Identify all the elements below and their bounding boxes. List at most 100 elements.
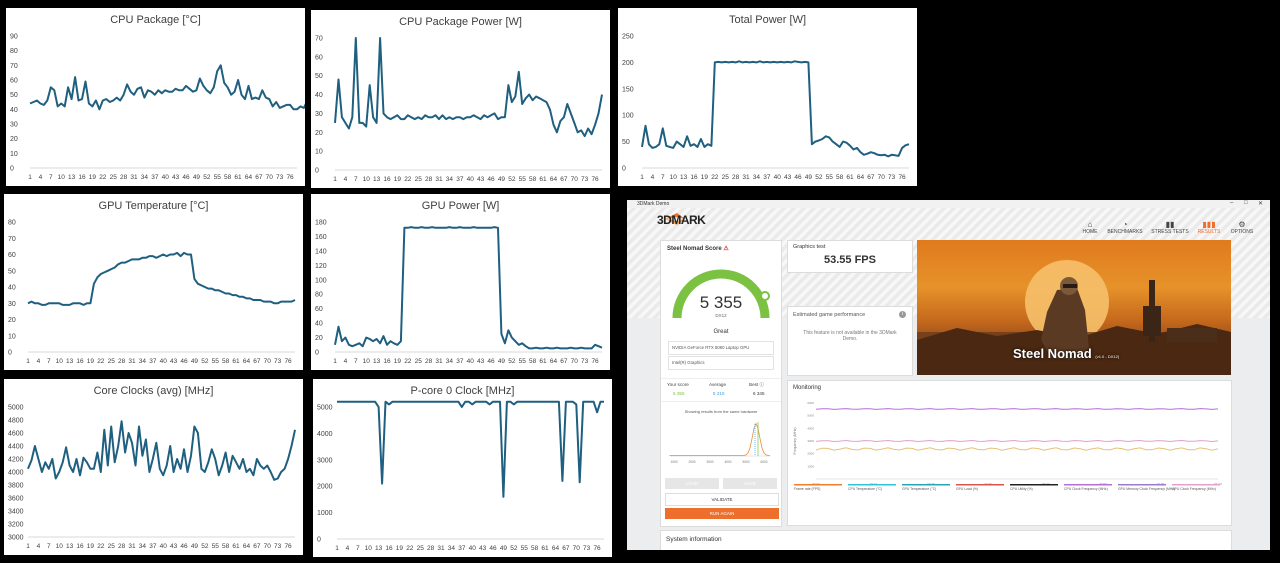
y-tick-label: 4400	[8, 444, 24, 451]
x-tick-label: 49	[498, 176, 506, 183]
y-tick-label: 30	[8, 301, 16, 308]
x-tick-label: 40	[162, 174, 170, 181]
y-tick-label: 50	[8, 268, 16, 275]
x-tick-label: 16	[383, 358, 391, 365]
score-api: DX12	[715, 313, 727, 318]
series-line	[27, 251, 296, 306]
y-tick-label: 2000	[317, 484, 333, 491]
x-tick-label: 52	[508, 176, 516, 183]
x-tick-label: 19	[396, 545, 404, 552]
monitoring-panel: Monitoring Frequency (MHz) 1000 2000 3000 40…	[787, 380, 1232, 526]
x-tick-label: 73	[274, 358, 282, 365]
x-tick-label: 70	[264, 543, 272, 550]
x-tick-label: 64	[243, 358, 251, 365]
warning-icon: ⚠	[723, 246, 729, 252]
x-tick-label: 40	[467, 176, 475, 183]
series-line	[337, 400, 604, 498]
x-tick-label: 46	[487, 358, 495, 365]
y-tick-label: 3800	[8, 483, 24, 490]
load-button[interactable]: LOAD	[665, 478, 719, 489]
3dmark-logo-icon	[665, 213, 685, 225]
x-tick-label: 70	[573, 545, 581, 552]
x-tick-label: 55	[519, 358, 527, 365]
legend-label: CPU Temperature (°C)	[848, 487, 882, 491]
nav-home[interactable]: ⌂ HOME	[1070, 220, 1110, 235]
x-tick-label: 49	[805, 174, 813, 181]
x-tick-label: 1	[640, 174, 644, 181]
x-tick-label: 22	[711, 174, 719, 181]
x-tick-label: 22	[404, 358, 412, 365]
home-icon: ⌂	[1087, 220, 1093, 229]
x-tick-label: 25	[110, 174, 118, 181]
x-tick-label: 1	[26, 358, 30, 365]
x-tick-label: 58	[222, 358, 230, 365]
y-tick-label: 0	[8, 350, 12, 357]
maximize-icon[interactable]: □	[1244, 200, 1248, 206]
x-tick-label: 7	[354, 358, 358, 365]
x-tick-label: 64	[857, 174, 865, 181]
x-tick-label: 22	[404, 176, 412, 183]
y-tick-label: 10	[10, 151, 18, 158]
x-tick-label: 13	[66, 543, 74, 550]
y-tick-label: 140	[315, 248, 327, 255]
legend-label: CPU Utility (%)	[1010, 487, 1033, 491]
nav-results[interactable]: ▮▮▮ RESULTS	[1189, 220, 1229, 235]
x-tick-label: 70	[878, 174, 886, 181]
x-tick-label: 55	[826, 174, 834, 181]
x-tick-label: 28	[425, 176, 433, 183]
x-tick-label: 76	[591, 358, 599, 365]
x-tick-label: 61	[539, 358, 547, 365]
x-tick-label: 37	[763, 174, 771, 181]
x-tick-label: 52	[815, 174, 823, 181]
x-tick-label: 58	[529, 358, 537, 365]
y-tick-label: 20	[10, 136, 18, 143]
chart-title: CPU Package Power [W]	[399, 16, 522, 28]
app-logo: 3DMARK	[657, 213, 706, 227]
x-tick-label: 76	[284, 358, 292, 365]
x-tick-label: 55	[212, 358, 220, 365]
x-tick-label: 46	[794, 174, 802, 181]
title-bar: 3DMark Demo – □ ✕	[627, 200, 1270, 208]
x-tick-label: 16	[385, 545, 393, 552]
y-tick-label: 60	[10, 78, 18, 85]
score-value: 5 355	[699, 293, 743, 312]
x-tick-label: 34	[753, 174, 761, 181]
minimize-icon[interactable]: –	[1230, 200, 1234, 206]
info-icon[interactable]: i	[899, 311, 906, 318]
nav-benchmarks[interactable]: ◔ BENCHMARKS	[1105, 220, 1145, 235]
score-panel: Steel Nomad Score ⚠ 5 355 DX12 Great NVI…	[660, 240, 782, 527]
validate-button[interactable]: VALIDATE	[665, 493, 779, 506]
x-tick-label: 70	[571, 176, 579, 183]
y-tick-label: 3200	[8, 522, 24, 529]
y-tick-label: 150	[622, 86, 634, 93]
x-tick-label: 31	[437, 545, 445, 552]
x-tick-label: 70	[264, 358, 272, 365]
series-line	[334, 226, 603, 350]
y-tick-label: 30	[315, 111, 323, 118]
y-tick-label: 80	[315, 292, 323, 299]
x-tick-label: 28	[425, 358, 433, 365]
monitoring-y-tick: 5000	[807, 414, 814, 418]
x-tick-label: 37	[151, 174, 159, 181]
x-tick-label: 52	[508, 358, 516, 365]
x-tick-label: 64	[243, 543, 251, 550]
info-icon[interactable]: ⓘ	[759, 382, 765, 387]
x-tick-label: 37	[456, 358, 464, 365]
estimated-performance-panel: Estimated game performance i This featur…	[787, 306, 913, 376]
nav-stress-tests[interactable]: ▮▮ STRESS TESTS	[1151, 220, 1189, 235]
gpu-name: NVIDIA GeForce RTX 5080 Laptop GPU	[668, 341, 774, 355]
save-button[interactable]: SAVE	[723, 478, 777, 489]
x-tick-label: 58	[836, 174, 844, 181]
x-tick-label: 67	[253, 543, 261, 550]
nav-options[interactable]: ⚙ OPTIONS	[1222, 220, 1262, 235]
chart-title: Total Power [W]	[728, 14, 807, 26]
histogram-tick: 1000	[670, 460, 677, 464]
histogram-tick: 3000	[706, 460, 713, 464]
x-tick-label: 64	[245, 174, 253, 181]
chart-gpu-temp: GPU Temperature [°C] 0 10 20 30 40 50 60 70 80 1 4 7…	[4, 194, 303, 370]
run-again-button[interactable]: RUN AGAIN	[665, 508, 779, 519]
y-tick-label: 40	[315, 321, 323, 328]
x-tick-label: 19	[701, 174, 709, 181]
close-icon[interactable]: ✕	[1258, 201, 1264, 207]
x-tick-label: 4	[39, 174, 43, 181]
